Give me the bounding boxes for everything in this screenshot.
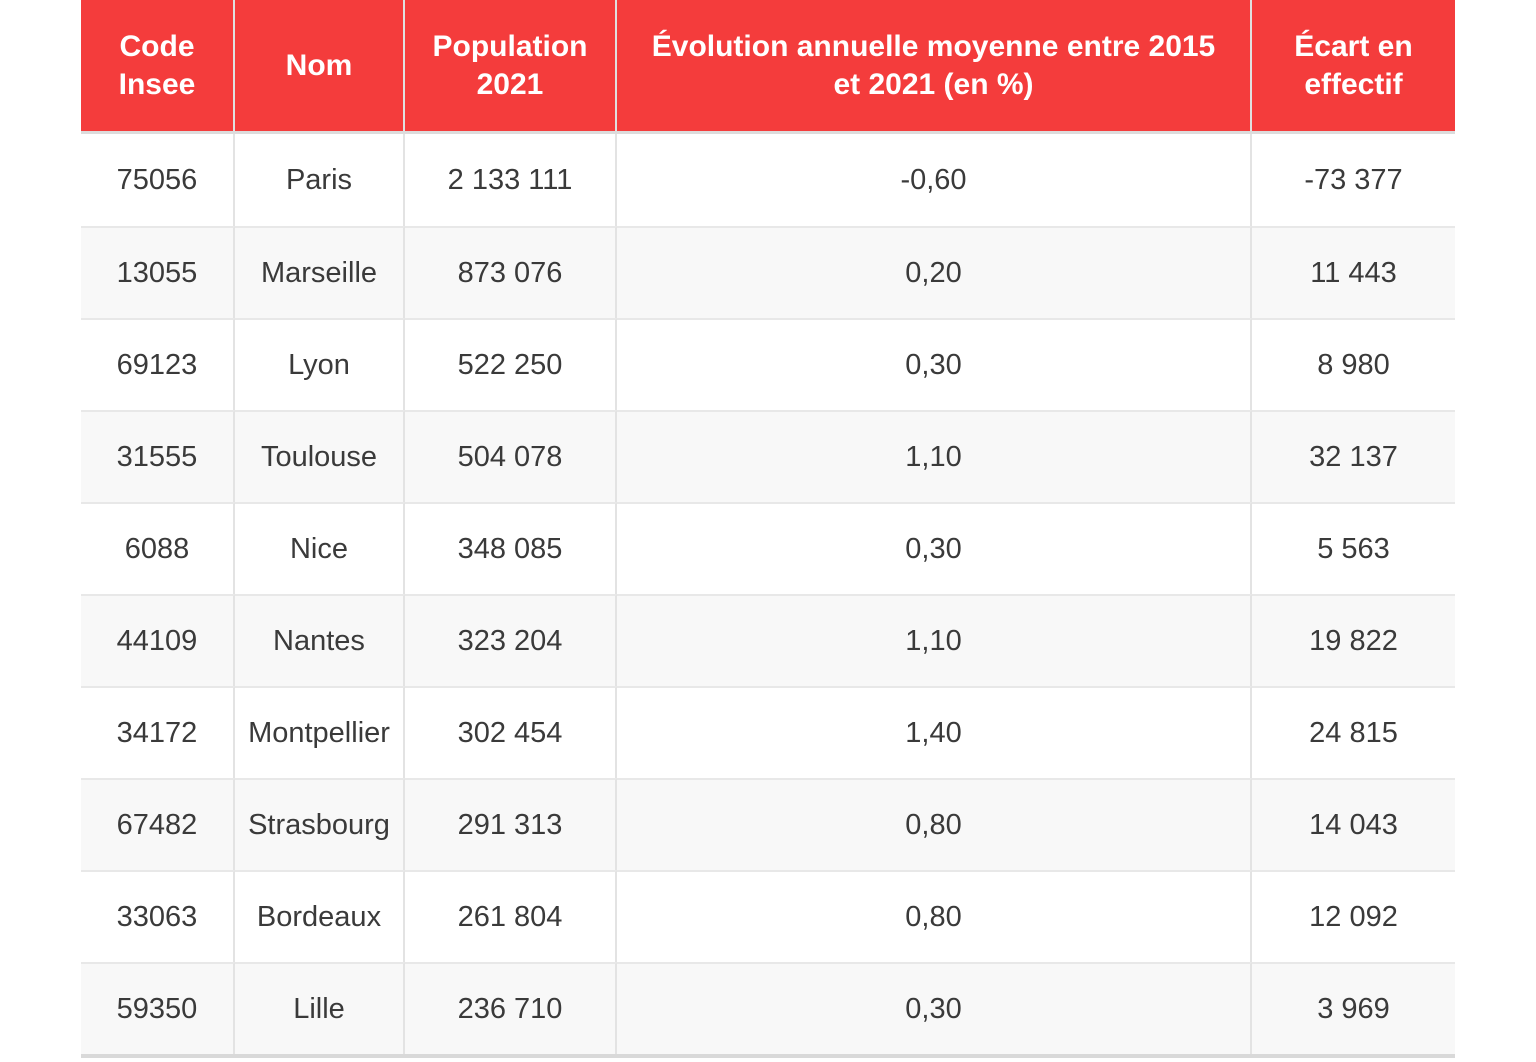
cell-nom: Marseille bbox=[235, 226, 405, 318]
cell-nom: Montpellier bbox=[235, 686, 405, 778]
cell-ecart: -73 377 bbox=[1304, 163, 1403, 196]
cell-nom: Lille bbox=[235, 962, 405, 1054]
cell-evolution: 1,10 bbox=[617, 594, 1252, 686]
cell-population: 302 454 bbox=[405, 686, 617, 778]
cell-nom: Lyon bbox=[235, 318, 405, 410]
cell-ecart: 3 969 bbox=[1252, 962, 1455, 1054]
cell-code-insee: 31555 bbox=[81, 410, 235, 502]
cell-nom: Toulouse bbox=[235, 410, 405, 502]
cell-nom: Paris bbox=[235, 134, 405, 226]
table-row: 31555 Toulouse 504 078 1,10 32 137 bbox=[81, 410, 1455, 502]
cell-ecart: 5 563 bbox=[1252, 502, 1455, 594]
cell-population: 323 204 bbox=[405, 594, 617, 686]
table-row: 59350 Lille 236 710 0,30 3 969 bbox=[81, 962, 1455, 1054]
cell-population: 348 085 bbox=[405, 502, 617, 594]
cell-population: 522 250 bbox=[405, 318, 617, 410]
column-header-population-2021: Population 2021 bbox=[405, 0, 617, 131]
cell-evolution: 0,80 bbox=[617, 870, 1252, 962]
column-header-ecart-effectif: Écart en effectif bbox=[1294, 30, 1413, 101]
cell-code-insee: 33063 bbox=[81, 870, 235, 962]
cell-nom: Bordeaux bbox=[235, 870, 405, 962]
cell-population: 504 078 bbox=[405, 410, 617, 502]
cell-evolution: 0,20 bbox=[617, 226, 1252, 318]
cell-population: 291 313 bbox=[405, 778, 617, 870]
cell-code-insee: 67482 bbox=[81, 778, 235, 870]
cell-ecart: 12 092 bbox=[1252, 870, 1455, 962]
cell-ecart: 8 980 bbox=[1252, 318, 1455, 410]
cell-population: 2 133 111 bbox=[405, 134, 617, 226]
cell-code-insee: 44109 bbox=[81, 594, 235, 686]
cell-code-insee: 75056 bbox=[81, 134, 235, 226]
cell-population: 236 710 bbox=[405, 962, 617, 1054]
cell-nom: Strasbourg bbox=[235, 778, 405, 870]
table-row: 69123 Lyon 522 250 0,30 8 980 bbox=[81, 318, 1455, 410]
cell-code-insee: 6088 bbox=[81, 502, 235, 594]
cell-ecart: 24 815 bbox=[1252, 686, 1455, 778]
table-row: 34172 Montpellier 302 454 1,40 24 815 bbox=[81, 686, 1455, 778]
table-row: 6088 Nice 348 085 0,30 5 563 bbox=[81, 502, 1455, 594]
cell-evolution: 1,40 bbox=[617, 686, 1252, 778]
cell-code-insee: 69123 bbox=[81, 318, 235, 410]
cell-population: 873 076 bbox=[405, 226, 617, 318]
column-header-evolution: Évolution annuelle moyenne entre 2015 et… bbox=[617, 0, 1252, 131]
table-row: 33063 Bordeaux 261 804 0,80 12 092 bbox=[81, 870, 1455, 962]
column-header-nom: Nom bbox=[235, 0, 405, 131]
table-row: 13055 Marseille 873 076 0,20 11 443 bbox=[81, 226, 1455, 318]
column-header-code-insee: Code Insee bbox=[81, 0, 235, 131]
cell-evolution: 1,10 bbox=[617, 410, 1252, 502]
cell-evolution: 0,30 bbox=[617, 318, 1252, 410]
table-row: 67482 Strasbourg 291 313 0,80 14 043 bbox=[81, 778, 1455, 870]
cell-ecart: 11 443 bbox=[1252, 226, 1455, 318]
cell-evolution: 0,30 bbox=[617, 502, 1252, 594]
cell-evolution: -0,60 bbox=[617, 134, 1252, 226]
table-body: 75056 Paris 2 133 111 -0,60 -73 377 1305… bbox=[81, 134, 1455, 1058]
cell-nom: Nice bbox=[235, 502, 405, 594]
table-row: 44109 Nantes 323 204 1,10 19 822 bbox=[81, 594, 1455, 686]
cell-code-insee: 13055 bbox=[81, 226, 235, 318]
cell-population: 261 804 bbox=[405, 870, 617, 962]
cell-evolution: 0,80 bbox=[617, 778, 1252, 870]
cell-ecart: 32 137 bbox=[1252, 410, 1455, 502]
cell-ecart: 19 822 bbox=[1252, 594, 1455, 686]
cell-nom: Nantes bbox=[235, 594, 405, 686]
cell-code-insee: 34172 bbox=[81, 686, 235, 778]
table-header-row: Code Insee Nom Population 2021 Évolution… bbox=[81, 0, 1455, 134]
cell-code-insee: 59350 bbox=[81, 962, 235, 1054]
cell-evolution: 0,30 bbox=[617, 962, 1252, 1054]
cell-ecart: 14 043 bbox=[1252, 778, 1455, 870]
table-row: 75056 Paris 2 133 111 -0,60 -73 377 bbox=[81, 134, 1455, 226]
population-table: Code Insee Nom Population 2021 Évolution… bbox=[81, 0, 1455, 1058]
